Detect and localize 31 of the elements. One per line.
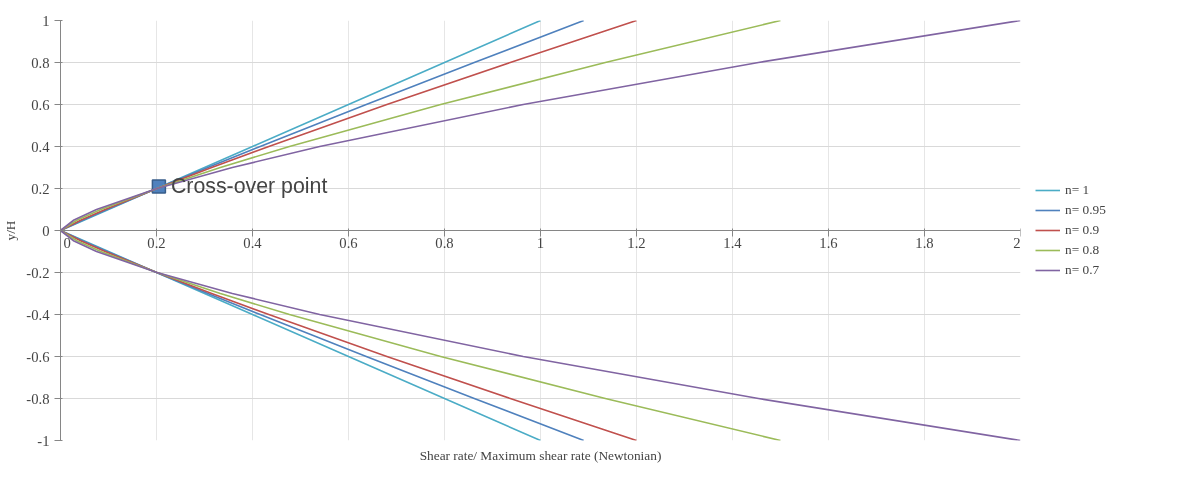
y-tick-label: -1 — [37, 432, 50, 449]
x-tick-label: 1.4 — [723, 234, 743, 251]
x-tick-label: 1.6 — [819, 234, 838, 251]
legend-label: n= 0.7 — [1065, 262, 1100, 278]
x-tick-label: 0.8 — [435, 234, 454, 251]
annotation: Cross-over point — [170, 174, 328, 199]
x-tick-label: 0.2 — [147, 234, 166, 251]
y-tick-label: 0.4 — [31, 138, 51, 155]
x-tick-label: 2 — [1013, 234, 1021, 251]
x-tick-label: 0.4 — [243, 234, 263, 251]
x-tick-label: 1.8 — [915, 234, 934, 251]
legend-label: n= 1 — [1065, 182, 1090, 198]
x-axis-title: Shear rate/ Maximum shear rate (Newtonian) — [419, 447, 662, 463]
y-tick-label: 0.6 — [31, 96, 50, 113]
y-tick-label: -0.6 — [26, 348, 50, 365]
y-tick-label: -0.2 — [26, 264, 50, 281]
y-tick-label: -0.4 — [26, 306, 51, 323]
line-series — [60, 20, 1021, 441]
y-tick-label: -0.8 — [26, 390, 50, 407]
x-tick-label: 0.6 — [339, 234, 358, 251]
x-tick-label: 1.2 — [627, 234, 646, 251]
x-tick-label: 1 — [536, 234, 545, 251]
x-tick-label: 0 — [63, 234, 71, 251]
y-tick-label: 0.2 — [31, 180, 50, 197]
y-tick-label: 0.8 — [31, 54, 50, 71]
y-tick-label: 1 — [42, 12, 50, 29]
legend-label: n= 0.8 — [1065, 242, 1100, 258]
legend-label: n= 0.9 — [1065, 222, 1100, 238]
legend-label: n= 0.95 — [1065, 202, 1106, 218]
y-axis-title: y/H — [3, 220, 19, 241]
y-tick-label: 0 — [42, 222, 50, 239]
